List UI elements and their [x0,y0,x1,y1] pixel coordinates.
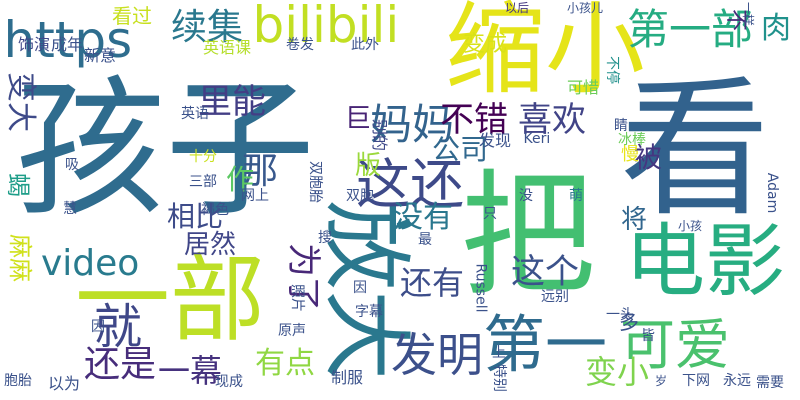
word: 一幕 [158,352,223,390]
word: 看过 [112,4,152,28]
word: 冰棒 [618,132,646,148]
word: 没有 [393,200,453,235]
word: 还有 [400,264,465,302]
word: 吸 [65,157,79,173]
word: 成年 [51,35,84,54]
word: 此外 [351,37,379,53]
word: 不停 [604,56,620,84]
word: 别的 [370,118,390,152]
word: 特别 [491,364,507,392]
word: video [41,243,140,284]
word: 有点 [255,346,315,381]
word: 多 [619,310,639,334]
word: 因 [91,319,105,335]
word: 可惜 [567,78,600,97]
word: Russell [471,263,488,313]
word: 肉 [761,11,791,46]
word: 第一 [483,308,608,381]
word: Adam [764,172,781,214]
word: 不错 [440,100,508,140]
word: 卷发 [286,37,314,53]
word: 皆 [641,328,655,344]
word: 看 [620,63,771,237]
word: 以为 [48,374,81,393]
word: 双胞 [346,188,374,204]
word: 变小 [585,353,650,391]
word: 孩子 [15,63,316,237]
word: 麻麻 [6,234,34,282]
word: 变大 [3,72,38,132]
word: 饰演 [18,35,51,54]
word: 原声 [278,323,306,339]
word: 以后 [505,1,530,15]
word: 英语 [181,106,209,122]
word: 第一部 [627,5,754,54]
word: 照片 [289,284,305,312]
word: bilibili [252,0,400,54]
word: 一头 [606,307,634,323]
word: 上 [492,345,506,361]
word: 版 [355,151,382,181]
word: 还是 [84,344,157,385]
word: 把 [460,156,596,314]
word: 岁 [655,374,668,388]
word: 慢 [621,144,639,165]
word: 慧 [63,201,77,217]
word: 作 [226,163,255,196]
word: 下网 [682,373,710,389]
word: 制服 [331,368,364,387]
word: 需要 [756,375,784,391]
word: 小孩 [678,219,703,233]
word: 这个 [511,252,579,292]
word: 这还 [356,153,464,216]
word: 公司 [432,133,489,166]
word: 发明 [391,328,483,382]
word: 就 [94,299,143,355]
word: 一部 [75,244,266,355]
word: Keri [523,131,551,147]
word: 最 [418,232,432,248]
word: 一样 [741,1,756,27]
word: 蝎 [4,173,32,197]
word: 永远 [723,373,751,389]
word: 将 [621,205,648,235]
word: 变成 [463,32,508,57]
word: 英语课 [203,38,252,57]
word: 巨 [345,104,372,134]
word: 可爱 [620,312,731,377]
word: 没 [519,188,533,204]
word: 妈妈 [370,100,455,149]
word: 睛 [614,118,628,134]
word: 居然 [184,230,237,260]
word: 远别 [541,289,569,305]
word: 三部 [189,174,217,190]
word: 电影 [625,215,785,308]
word: 只 [483,206,497,222]
word: 发现 [479,131,512,150]
word: 里能 [198,82,266,122]
word: 小孩儿 [567,1,604,15]
word: 搜 [318,230,332,246]
word: 字幕 [355,304,383,320]
word: 双胞胎 [307,161,323,203]
word: 褐色 [201,202,229,218]
word: 萌 [569,188,583,204]
word: https [3,11,133,69]
word: 相比 [167,200,224,233]
word: 胞胎 [4,373,32,389]
word: 网上 [241,188,269,204]
word: 喜欢 [518,100,586,140]
word: 十分 [189,149,217,165]
word: 那 [242,151,279,192]
word: 缩小 [445,0,645,108]
word: 被 [634,141,663,174]
word: 续集 [171,7,244,48]
word: 新意 [84,46,117,65]
word: 现成 [215,374,243,390]
word: 因 [353,280,367,296]
